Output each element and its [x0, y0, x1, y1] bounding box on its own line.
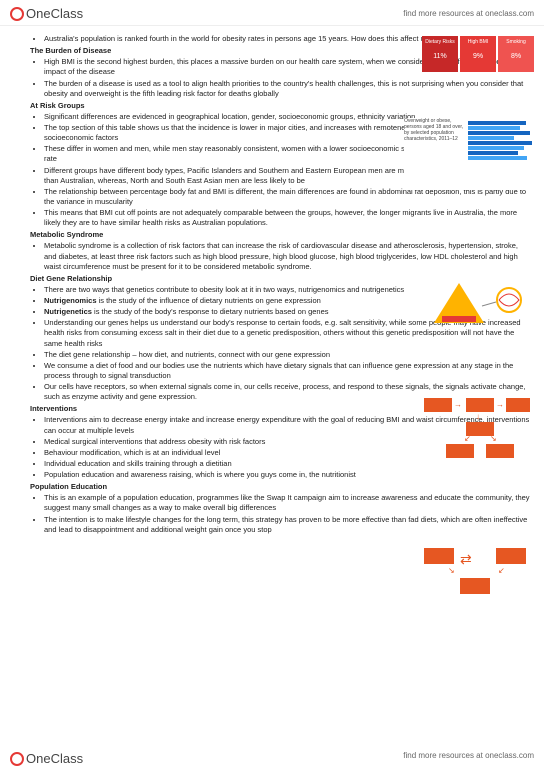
- flow-node: [466, 398, 494, 412]
- flow-node: [460, 578, 490, 594]
- box-dietary: Dietary Risks 11%: [422, 36, 458, 72]
- bar-row: [468, 136, 514, 140]
- box-bmi: High BMI 9%: [460, 36, 496, 72]
- flow-node: [496, 548, 526, 564]
- logo-text: OneClass: [26, 6, 83, 21]
- arrow-icon: ↘: [490, 434, 497, 443]
- bar-row: [468, 141, 532, 145]
- flow-node: [424, 548, 454, 564]
- arrow-icon: ↓: [476, 412, 480, 421]
- footer-logo-text: OneClass: [26, 751, 83, 766]
- bar-row: [468, 126, 520, 130]
- arrow-icon: →: [454, 400, 462, 409]
- list-item: Metabolic syndrome is a collection of ri…: [44, 241, 530, 271]
- arrow-icon: ↘: [448, 566, 455, 575]
- burden-boxes: Dietary Risks 11% High BMI 9% Smoking 8%: [422, 36, 534, 72]
- section-list: This is an example of a population educa…: [44, 493, 530, 535]
- arrow-icon: ↙: [464, 434, 471, 443]
- footer-logo: OneClass: [10, 751, 83, 766]
- list-item: The intention is to make lifestyle chang…: [44, 515, 530, 535]
- bar-chart: Overweight or obese, persons aged 18 and…: [404, 118, 534, 190]
- flow-node: [424, 398, 452, 412]
- list-item: This means that BMI cut off points are n…: [44, 208, 530, 228]
- list-item: This is an example of a population educa…: [44, 493, 530, 513]
- logo-icon: [10, 7, 24, 21]
- section-title: Metabolic Syndrome: [30, 230, 530, 240]
- header-tagline: find more resources at oneclass.com: [403, 9, 534, 18]
- flow-node: [446, 444, 474, 458]
- list-item: We consume a diet of food and our bodies…: [44, 361, 530, 381]
- bar-row: [468, 121, 526, 125]
- flow-node: [506, 398, 530, 412]
- page-header: OneClass find more resources at oneclass…: [0, 0, 544, 26]
- logo-icon: [10, 752, 24, 766]
- arrow-icon: ↙: [498, 566, 505, 575]
- bars: [468, 118, 534, 161]
- box-smoking: Smoking 8%: [498, 36, 534, 72]
- section-title: Population Education: [30, 482, 530, 492]
- section-list: Metabolic syndrome is a collection of ri…: [44, 241, 530, 271]
- flow-node: [486, 444, 514, 458]
- page-footer: OneClass find more resources at oneclass…: [0, 751, 544, 766]
- triangle-icon: [424, 278, 534, 338]
- list-item: The burden of a disease is used as a too…: [44, 79, 530, 99]
- bar-chart-title: Overweight or obese, persons aged 18 and…: [404, 118, 464, 142]
- bar-row: [468, 146, 524, 150]
- bar-row: [468, 131, 530, 135]
- metabolic-diagram: [424, 278, 534, 338]
- arrow-icon: ⇄: [460, 551, 472, 568]
- arrow-icon: →: [496, 400, 504, 409]
- bar-row: [468, 151, 518, 155]
- list-item: The diet gene relationship – how diet, a…: [44, 350, 530, 360]
- bar-row: [468, 156, 527, 160]
- footer-tagline: find more resources at oneclass.com: [403, 751, 534, 766]
- interventions-diagram: ⇄ ↘ ↙: [424, 548, 534, 608]
- logo: OneClass: [10, 6, 83, 21]
- section-title: At Risk Groups: [30, 101, 530, 111]
- flow-diagram: → → ↓ ↙ ↘: [424, 398, 534, 478]
